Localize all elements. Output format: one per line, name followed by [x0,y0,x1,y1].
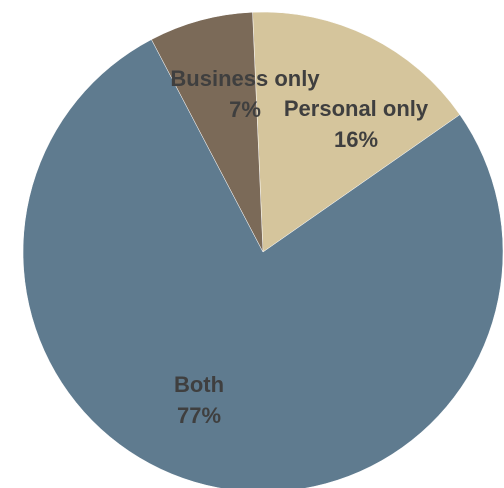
data-value-both: 77% [177,403,221,428]
slices-layer [22,11,504,488]
data-value-business-only: 7% [229,97,261,122]
pie-slice-personal-only [252,11,461,253]
labels-layer: Personal only 16% Both 77% Business only 7% [170,66,428,428]
data-value-personal-only: 16% [334,127,378,152]
pie-slice-both [22,39,504,488]
data-label-business-only: Business only [170,66,320,91]
pie-slice-business-only [151,11,264,253]
data-label-personal-only: Personal only [284,96,429,121]
data-label-both: Both [174,372,224,397]
